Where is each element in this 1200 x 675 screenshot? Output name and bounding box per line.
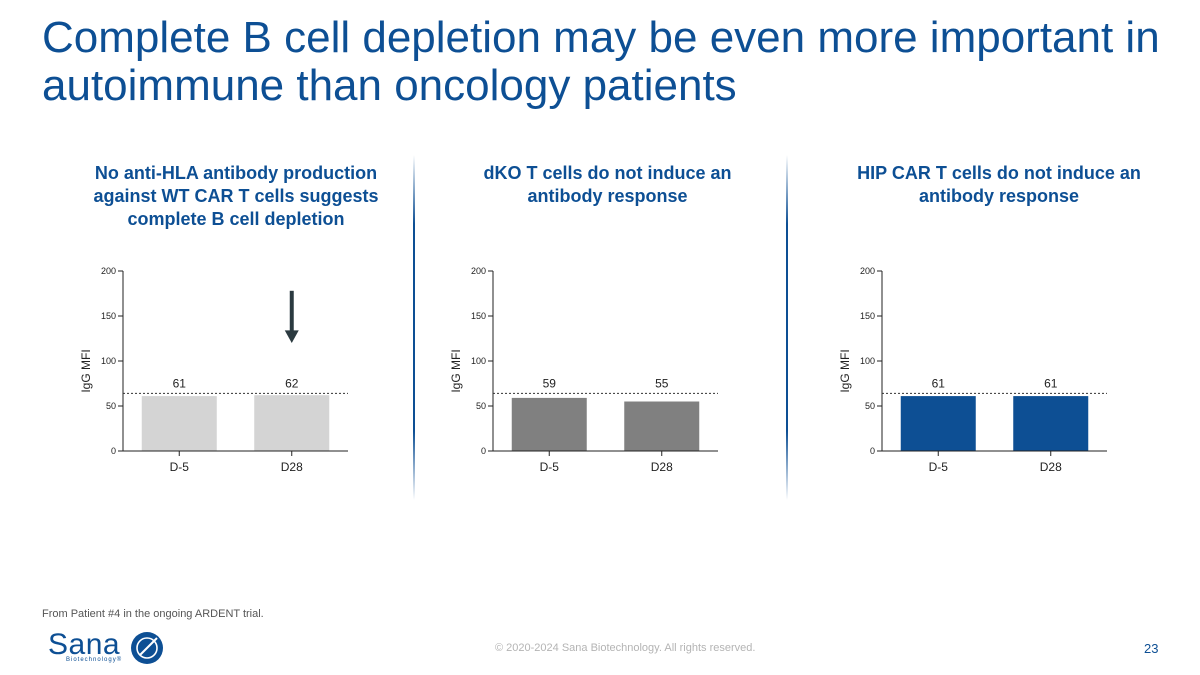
bar-d-5 (511, 397, 587, 451)
y-tick-label: 150 (860, 311, 875, 321)
x-tick-label: D28 (651, 460, 673, 474)
bar-d28 (624, 401, 700, 451)
panel-3-heading: HIP CAR T cells do not induce an antibod… (857, 163, 1141, 206)
panel-1-heading: No anti-HLA antibody production against … (93, 163, 379, 229)
y-tick-label: 0 (481, 446, 486, 456)
chart-dko-t-cells: IgG MFI 0 50 100 150 200 D-5 D28 59 55 (449, 266, 718, 474)
sana-logo: Sana Biotechnology® (44, 628, 169, 668)
y-tick-label: 200 (860, 266, 875, 276)
data-label: 59 (543, 376, 557, 390)
data-label: 61 (932, 376, 946, 390)
logo-compass-icon (131, 632, 163, 664)
y-tick-label: 50 (476, 401, 486, 411)
y-tick-label: 100 (101, 356, 116, 366)
y-tick-label: 50 (865, 401, 875, 411)
copyright: © 2020-2024 Sana Biotechnology. All righ… (495, 642, 756, 654)
bar-d28 (254, 395, 330, 451)
y-axis-label: IgG MFI (838, 349, 852, 392)
x-tick-label: D28 (281, 460, 303, 474)
data-label: 61 (1044, 376, 1058, 390)
bar-d-5 (900, 396, 976, 451)
y-axis-label: IgG MFI (449, 349, 463, 392)
y-tick-label: 150 (101, 311, 116, 321)
y-tick-label: 100 (471, 356, 486, 366)
y-tick-label: 200 (101, 266, 116, 276)
y-tick-label: 50 (106, 401, 116, 411)
y-tick-label: 0 (870, 446, 875, 456)
slide-title: Complete B cell depletion may be even mo… (42, 13, 1160, 110)
y-tick-label: 0 (111, 446, 116, 456)
x-tick-label: D-5 (929, 460, 949, 474)
logo-wordmark: Sana (48, 628, 121, 661)
chart-wt-car-t: IgG MFI 0 50 100 150 200 D-5 D28 61 62 (79, 266, 348, 474)
panel-divider-1 (413, 155, 415, 500)
y-tick-label: 100 (860, 356, 875, 366)
down-arrow-icon (284, 330, 299, 343)
x-tick-label: D28 (1040, 460, 1062, 474)
x-tick-label: D-5 (540, 460, 560, 474)
page-number: 23 (1144, 641, 1159, 656)
y-tick-label: 150 (471, 311, 486, 321)
panel-2-heading: dKO T cells do not induce an antibody re… (483, 163, 732, 206)
y-tick-label: 200 (471, 266, 486, 276)
bar-d-5 (141, 396, 217, 451)
chart-hip-car-t: IgG MFI 0 50 100 150 200 D-5 D28 61 61 (838, 266, 1107, 474)
data-label: 62 (285, 376, 299, 390)
footnote: From Patient #4 in the ongoing ARDENT tr… (42, 608, 264, 620)
data-label: 61 (173, 376, 187, 390)
logo-subtitle: Biotechnology® (66, 657, 123, 663)
y-axis-label: IgG MFI (79, 349, 93, 392)
panel-divider-2 (786, 155, 788, 500)
data-label: 55 (655, 376, 669, 390)
x-tick-label: D-5 (170, 460, 190, 474)
bar-d28 (1013, 396, 1089, 451)
